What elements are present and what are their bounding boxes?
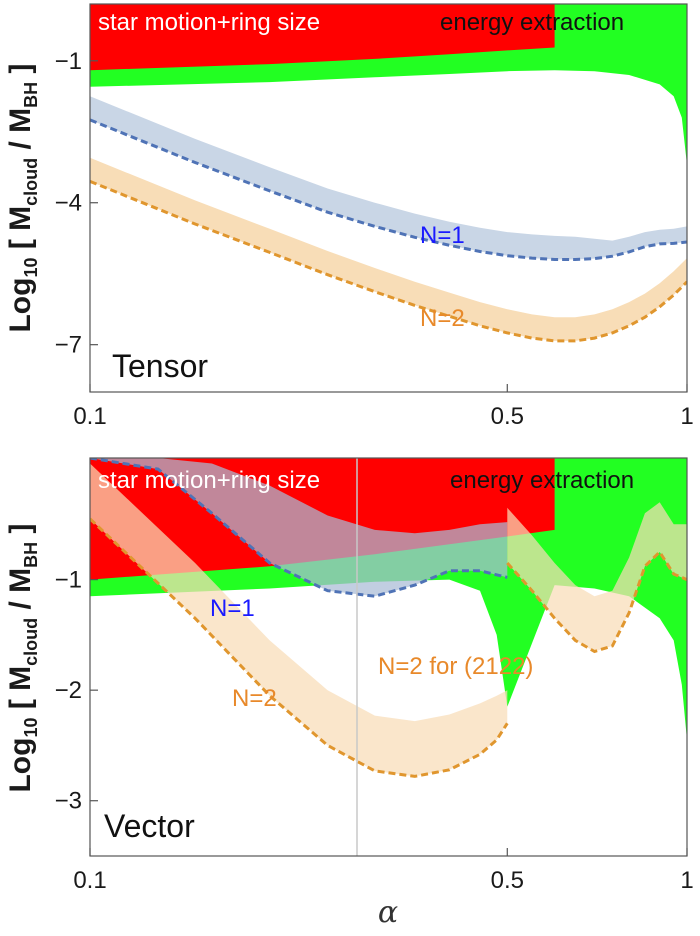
vector-series-line-0 (90, 458, 508, 598)
vector-frame (89, 457, 688, 857)
vector-annotation-n2: N=2 (232, 685, 277, 712)
vector-ylabel-log: Log (4, 738, 37, 793)
vector-ylabel-m2-sub: BH (21, 542, 41, 568)
vector-ylabel-open-bracket: [ (4, 691, 37, 718)
tensor-series-line-0 (90, 118, 687, 261)
vector-ylabel-m1: M (4, 666, 37, 691)
vector-y-tick-label-2: −3 (55, 788, 82, 815)
vector-annotation-n1: N=1 (210, 595, 255, 622)
vector-x-tick-label-0: 0.1 (73, 867, 106, 894)
tensor-region-label-energy: energy extraction (440, 9, 624, 36)
tensor-y-tick-label-2: −7 (55, 332, 82, 359)
tensor-ylabel-m1-sub: cloud (21, 158, 41, 206)
tensor-series-line-1 (90, 180, 687, 343)
vector-series-band-0 (90, 458, 508, 597)
tensor-y-axis-label: Log10 [ Mcloud / MBH ] (4, 63, 41, 332)
vector-region-label-energy: energy extraction (450, 467, 634, 494)
vector-region-label-star: star motion+ring size (98, 467, 320, 494)
tensor-ylabel-slash: / (4, 133, 37, 158)
tensor-series-band-1 (90, 157, 687, 341)
vector-annotation-n2-2122: N=2 for (2122) (378, 653, 533, 680)
vector-panel-label: Vector (104, 808, 195, 844)
tensor-ylabel-log: Log (4, 278, 37, 333)
tensor-ylabel-log-sub: 10 (21, 258, 41, 278)
vector-x-tick-label-2: 1 (680, 867, 693, 894)
tensor-frame (89, 3, 688, 393)
vector-y-axis-label: Log10 [ Mcloud / MBH ] (4, 523, 41, 792)
tensor-x-tick-label-2: 1 (680, 403, 693, 430)
vector-x-tick-label-1: 0.5 (491, 867, 524, 894)
tensor-x-tick-label-0: 0.1 (73, 403, 106, 430)
tensor-ylabel-m2-sub: BH (21, 82, 41, 108)
vector-ylabel-m1-sub: cloud (21, 618, 41, 666)
tensor-ylabel-close-bracket: ] (4, 63, 37, 81)
tensor-y-tick-label-0: −1 (55, 48, 82, 75)
tensor-series-band-0 (90, 96, 687, 260)
tensor-y-tick-label-1: −4 (55, 190, 82, 217)
vector-ylabel-slash: / (4, 593, 37, 618)
vector-ylabel-log-sub: 10 (21, 718, 41, 738)
tensor-annotation-n1: N=1 (420, 222, 465, 249)
x-axis-label: α (378, 895, 398, 930)
tensor-panel: 0.1 0.5 1 −1 −4 −7 star motion+ring size ener… (4, 3, 694, 430)
tensor-ylabel-open-bracket: [ (4, 231, 37, 258)
vector-series-band-1 (90, 463, 508, 777)
vector-series-line-1 (90, 517, 509, 778)
tensor-region-label-star: star motion+ring size (98, 9, 320, 36)
tensor-ylabel-m2: M (4, 108, 37, 133)
tensor-x-tick-label-1: 0.5 (491, 403, 524, 430)
tensor-region-star-motion-overlay (90, 4, 555, 71)
vector-ylabel-m2: M (4, 568, 37, 593)
vector-y-tick-label-1: −2 (55, 677, 82, 704)
vector-y-tick-label-0: −1 (55, 567, 82, 594)
vector-series-line-2 (506, 549, 687, 654)
vector-panel: 0.1 0.5 1 −1 −2 −3 star motion+ring size ener… (4, 457, 694, 930)
tensor-ylabel-m1: M (4, 206, 37, 231)
vector-ylabel-close-bracket: ] (4, 523, 37, 541)
tensor-panel-label: Tensor (112, 348, 208, 384)
tensor-annotation-n2: N=2 (420, 305, 465, 332)
